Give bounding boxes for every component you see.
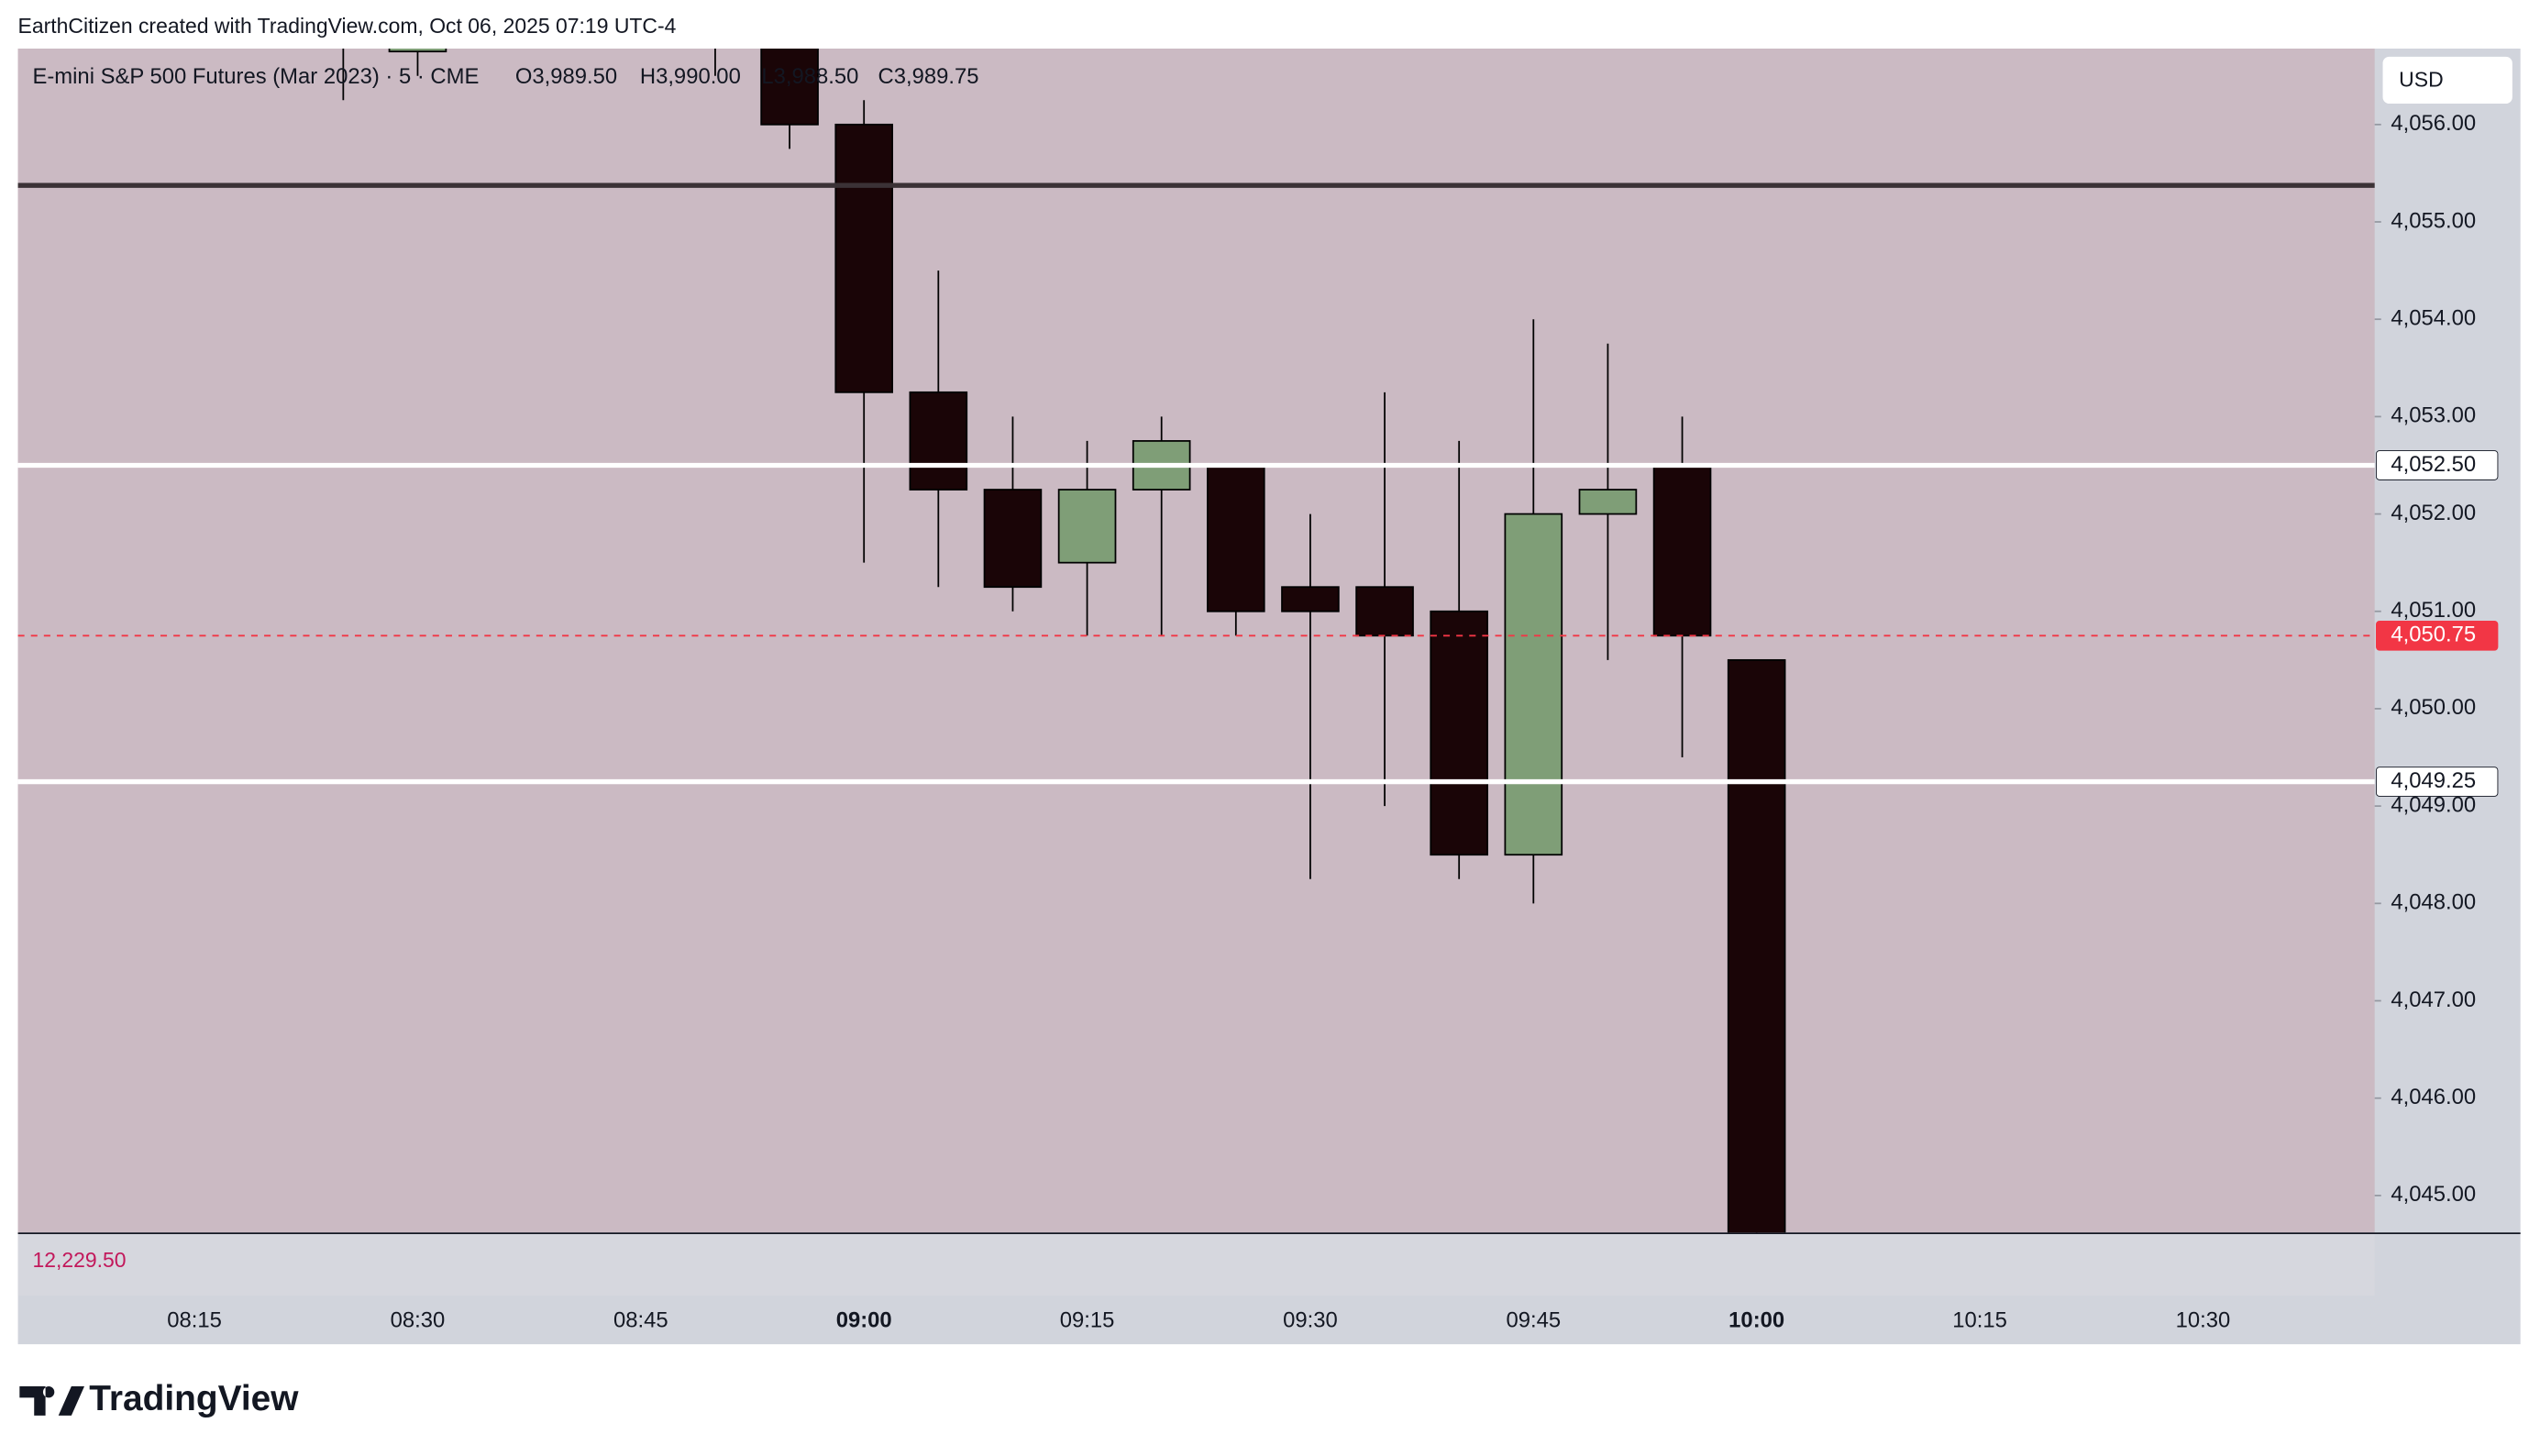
candle-body xyxy=(1727,658,1786,1233)
candle-body xyxy=(1355,586,1414,637)
currency-box[interactable] xyxy=(2382,56,2512,105)
lower-pane xyxy=(17,1234,2375,1296)
candle-body xyxy=(388,48,447,53)
candle-body xyxy=(1057,489,1117,564)
price-label-box xyxy=(2376,450,2499,480)
price-label: 4,052.50 xyxy=(2391,452,2476,477)
x-tick-label: 10:00 xyxy=(1728,1308,1784,1333)
candle-body xyxy=(983,489,1043,589)
ohlc-value: C3,989.75 xyxy=(878,64,979,89)
candle-body xyxy=(1578,489,1638,515)
x-tick-label: 09:45 xyxy=(1506,1308,1561,1333)
y-tick-label: 4,045.00 xyxy=(2391,1182,2476,1207)
candle-body xyxy=(1652,464,1712,637)
ohlc-value: O3,989.50 xyxy=(515,64,617,89)
plot-area xyxy=(17,48,2375,1233)
candle-body xyxy=(1504,513,1563,856)
symbol: E-mini S&P 500 Futures (Mar 2023) · 5 · … xyxy=(32,64,479,89)
attribution: EarthCitizen created with TradingView.co… xyxy=(18,14,677,38)
y-tick-label: 4,048.00 xyxy=(2391,890,2476,915)
price-label: 4,050.75 xyxy=(2391,623,2476,647)
x-tick-label: 08:15 xyxy=(167,1308,222,1333)
candle-body xyxy=(760,48,819,126)
x-tick-label: 10:30 xyxy=(2176,1308,2231,1333)
x-tick-label: 10:15 xyxy=(1952,1308,2007,1333)
candle-body xyxy=(1281,586,1340,612)
y-tick-label: 4,055.00 xyxy=(2391,208,2476,233)
candle-body xyxy=(1207,464,1265,612)
y-tick-label: 4,049.00 xyxy=(2391,792,2476,817)
logo: TradingView xyxy=(19,1379,299,1418)
x-tick-label: 09:15 xyxy=(1060,1308,1115,1333)
x-tick-label: 08:45 xyxy=(613,1308,668,1333)
candle-body xyxy=(1430,610,1488,856)
lower-pane-value: 12,229.50 xyxy=(32,1248,126,1272)
ohlc-value: L3,988.50 xyxy=(761,64,858,89)
x-tick-label: 08:30 xyxy=(391,1308,446,1333)
y-tick-label: 4,053.00 xyxy=(2391,403,2476,428)
x-tick-label: 09:30 xyxy=(1283,1308,1338,1333)
price-label-box xyxy=(2376,620,2499,651)
y-tick-label: 4,051.00 xyxy=(2391,598,2476,623)
y-tick-label: 4,054.00 xyxy=(2391,305,2476,330)
logo-text: TradingView xyxy=(89,1379,299,1418)
x-tick-label: 09:00 xyxy=(836,1308,892,1333)
y-tick-label: 4,052.00 xyxy=(2391,501,2476,525)
y-tick-label: 4,050.00 xyxy=(2391,695,2476,720)
candle-body xyxy=(834,123,894,393)
price-label: 4,049.25 xyxy=(2391,768,2476,793)
logo-icon xyxy=(19,1386,84,1416)
candle-body xyxy=(909,391,968,491)
y-tick-label: 4,056.00 xyxy=(2391,111,2476,136)
ohlc-value: H3,990.00 xyxy=(640,64,741,89)
price-label-box xyxy=(2376,767,2499,797)
overlay-group: 4,052.50 4,049.25 4,050.75 xyxy=(17,182,2499,797)
plot-group xyxy=(342,48,1786,1233)
y-tick-label: 4,046.00 xyxy=(2391,1085,2476,1109)
currency[interactable]: USD xyxy=(2399,67,2443,91)
y-tick-label: 4,047.00 xyxy=(2391,987,2476,1012)
